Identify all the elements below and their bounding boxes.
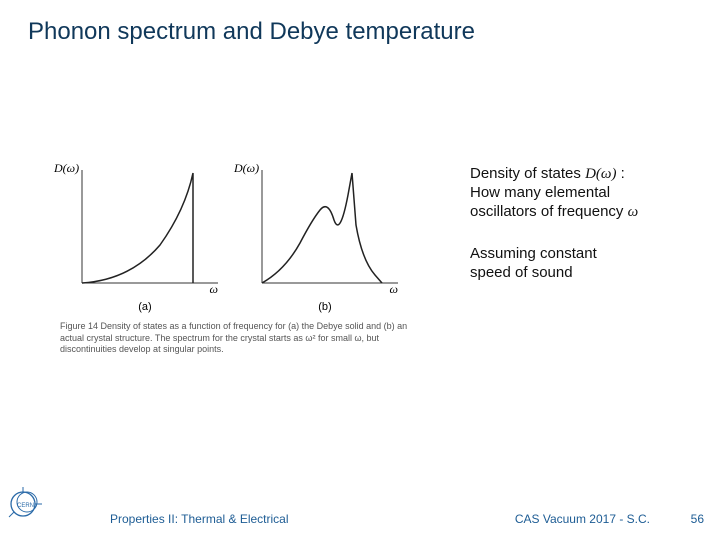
svg-text:CERN: CERN [17,503,34,509]
plot-a-svg [60,165,230,295]
plot-a: D(ω) ω (a) [60,165,230,295]
body-para-2: Assuming constant speed of sound [470,245,700,283]
figure-row: D(ω) ω (a) D(ω) ω (b) [60,165,420,295]
body-line-3: oscillators of frequency ω [470,203,700,222]
plot-a-sublabel: (a) [138,301,151,313]
d-omega-symbol: D(ω) [585,166,616,182]
body-line-3a: oscillators of frequency [470,203,628,220]
omega-symbol: ω [628,204,639,220]
plot-b-sublabel: (b) [318,301,331,313]
figure-block: D(ω) ω (a) D(ω) ω (b) Figu [60,165,420,356]
body-line-1a: Density of states [470,165,585,182]
body-text: Density of states D(ω) : How many elemen… [470,165,700,283]
slide: Phonon spectrum and Debye temperature D(… [0,0,720,540]
page-number: 56 [691,512,704,526]
plot-a-ylabel: D(ω) [54,161,79,176]
footer: CERN Properties II: Thermal & Electrical… [0,500,720,530]
footer-left: Properties II: Thermal & Electrical [110,512,289,526]
slide-title: Phonon spectrum and Debye temperature [28,18,475,46]
body-line-1: Density of states D(ω) : [470,165,700,184]
plot-b-curve [262,173,382,283]
cern-logo-icon: CERN [6,485,44,528]
plot-b: D(ω) ω (b) [240,165,410,295]
plot-a-curve [82,173,193,283]
figure-caption: Figure 14 Density of states as a functio… [60,321,420,356]
body-line-1b: : [616,165,624,182]
plot-a-xlabel: ω [210,282,218,297]
footer-right: CAS Vacuum 2017 - S.C. [515,512,650,526]
body-para2-line1: Assuming constant [470,245,700,264]
body-line-2: How many elemental [470,184,700,203]
body-para2-line2: speed of sound [470,264,700,283]
plot-b-svg [240,165,410,295]
plot-b-xlabel: ω [390,282,398,297]
plot-b-ylabel: D(ω) [234,161,259,176]
